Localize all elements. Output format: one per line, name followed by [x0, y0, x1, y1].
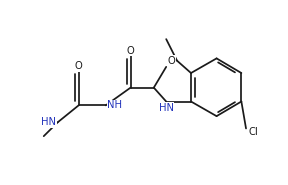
Text: O: O [75, 61, 82, 71]
Text: O: O [168, 56, 175, 66]
Text: HN: HN [159, 103, 174, 113]
Text: Cl: Cl [248, 127, 258, 137]
Text: HN: HN [41, 117, 56, 127]
Text: O: O [127, 46, 134, 56]
Text: NH: NH [107, 100, 122, 110]
